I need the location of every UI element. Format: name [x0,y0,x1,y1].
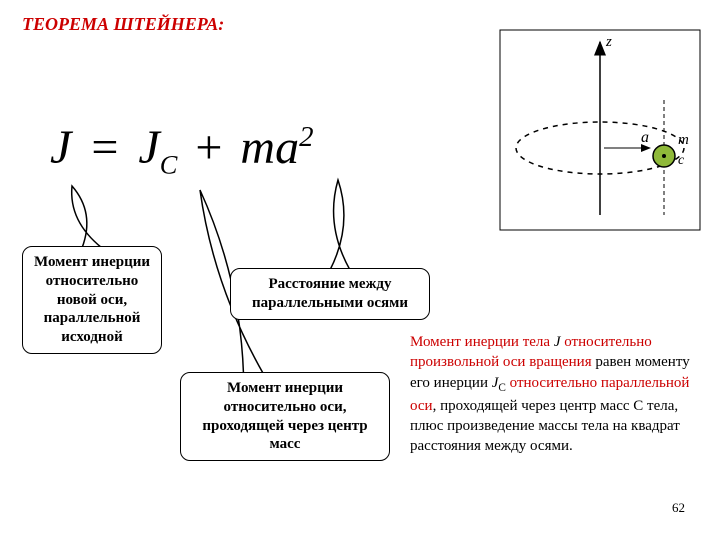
formula-plus: + [195,121,222,174]
formula-J: J [50,121,71,174]
formula-jc-sub: C [160,150,178,180]
svg-text:m: m [678,132,689,148]
callout-center-mass-axis: Момент инерции относительно оси, проходя… [180,372,390,461]
svg-text:a: a [641,129,649,146]
axis-diagram: z a mc [500,30,700,230]
formula-Jc: JC [138,121,177,174]
page-number: 62 [672,500,685,516]
page-title: ТЕОРЕМА ШТЕЙНЕРА: [22,14,224,35]
callout-new-axis: Момент инерции относительно новой оси, п… [22,246,162,354]
formula-m: m [240,121,275,174]
svg-text:c: c [678,153,685,168]
theorem-explanation: Момент инерции тела J относительно произ… [410,332,700,456]
formula-jc-base: J [138,121,159,174]
callout-distance: Расстояние между параллельными осями [230,268,430,320]
formula-a: a [275,121,299,174]
explain-segment: , проходящей через центр масс С тела, пл… [410,398,680,455]
explain-segment: Момент инерции тела [410,334,554,350]
formula-eq: = [91,121,118,174]
explain-segment: C [498,382,506,394]
formula-sq: 2 [299,121,313,153]
steiner-formula: J = JC + ma2 [50,120,313,181]
svg-text:z: z [605,34,612,50]
